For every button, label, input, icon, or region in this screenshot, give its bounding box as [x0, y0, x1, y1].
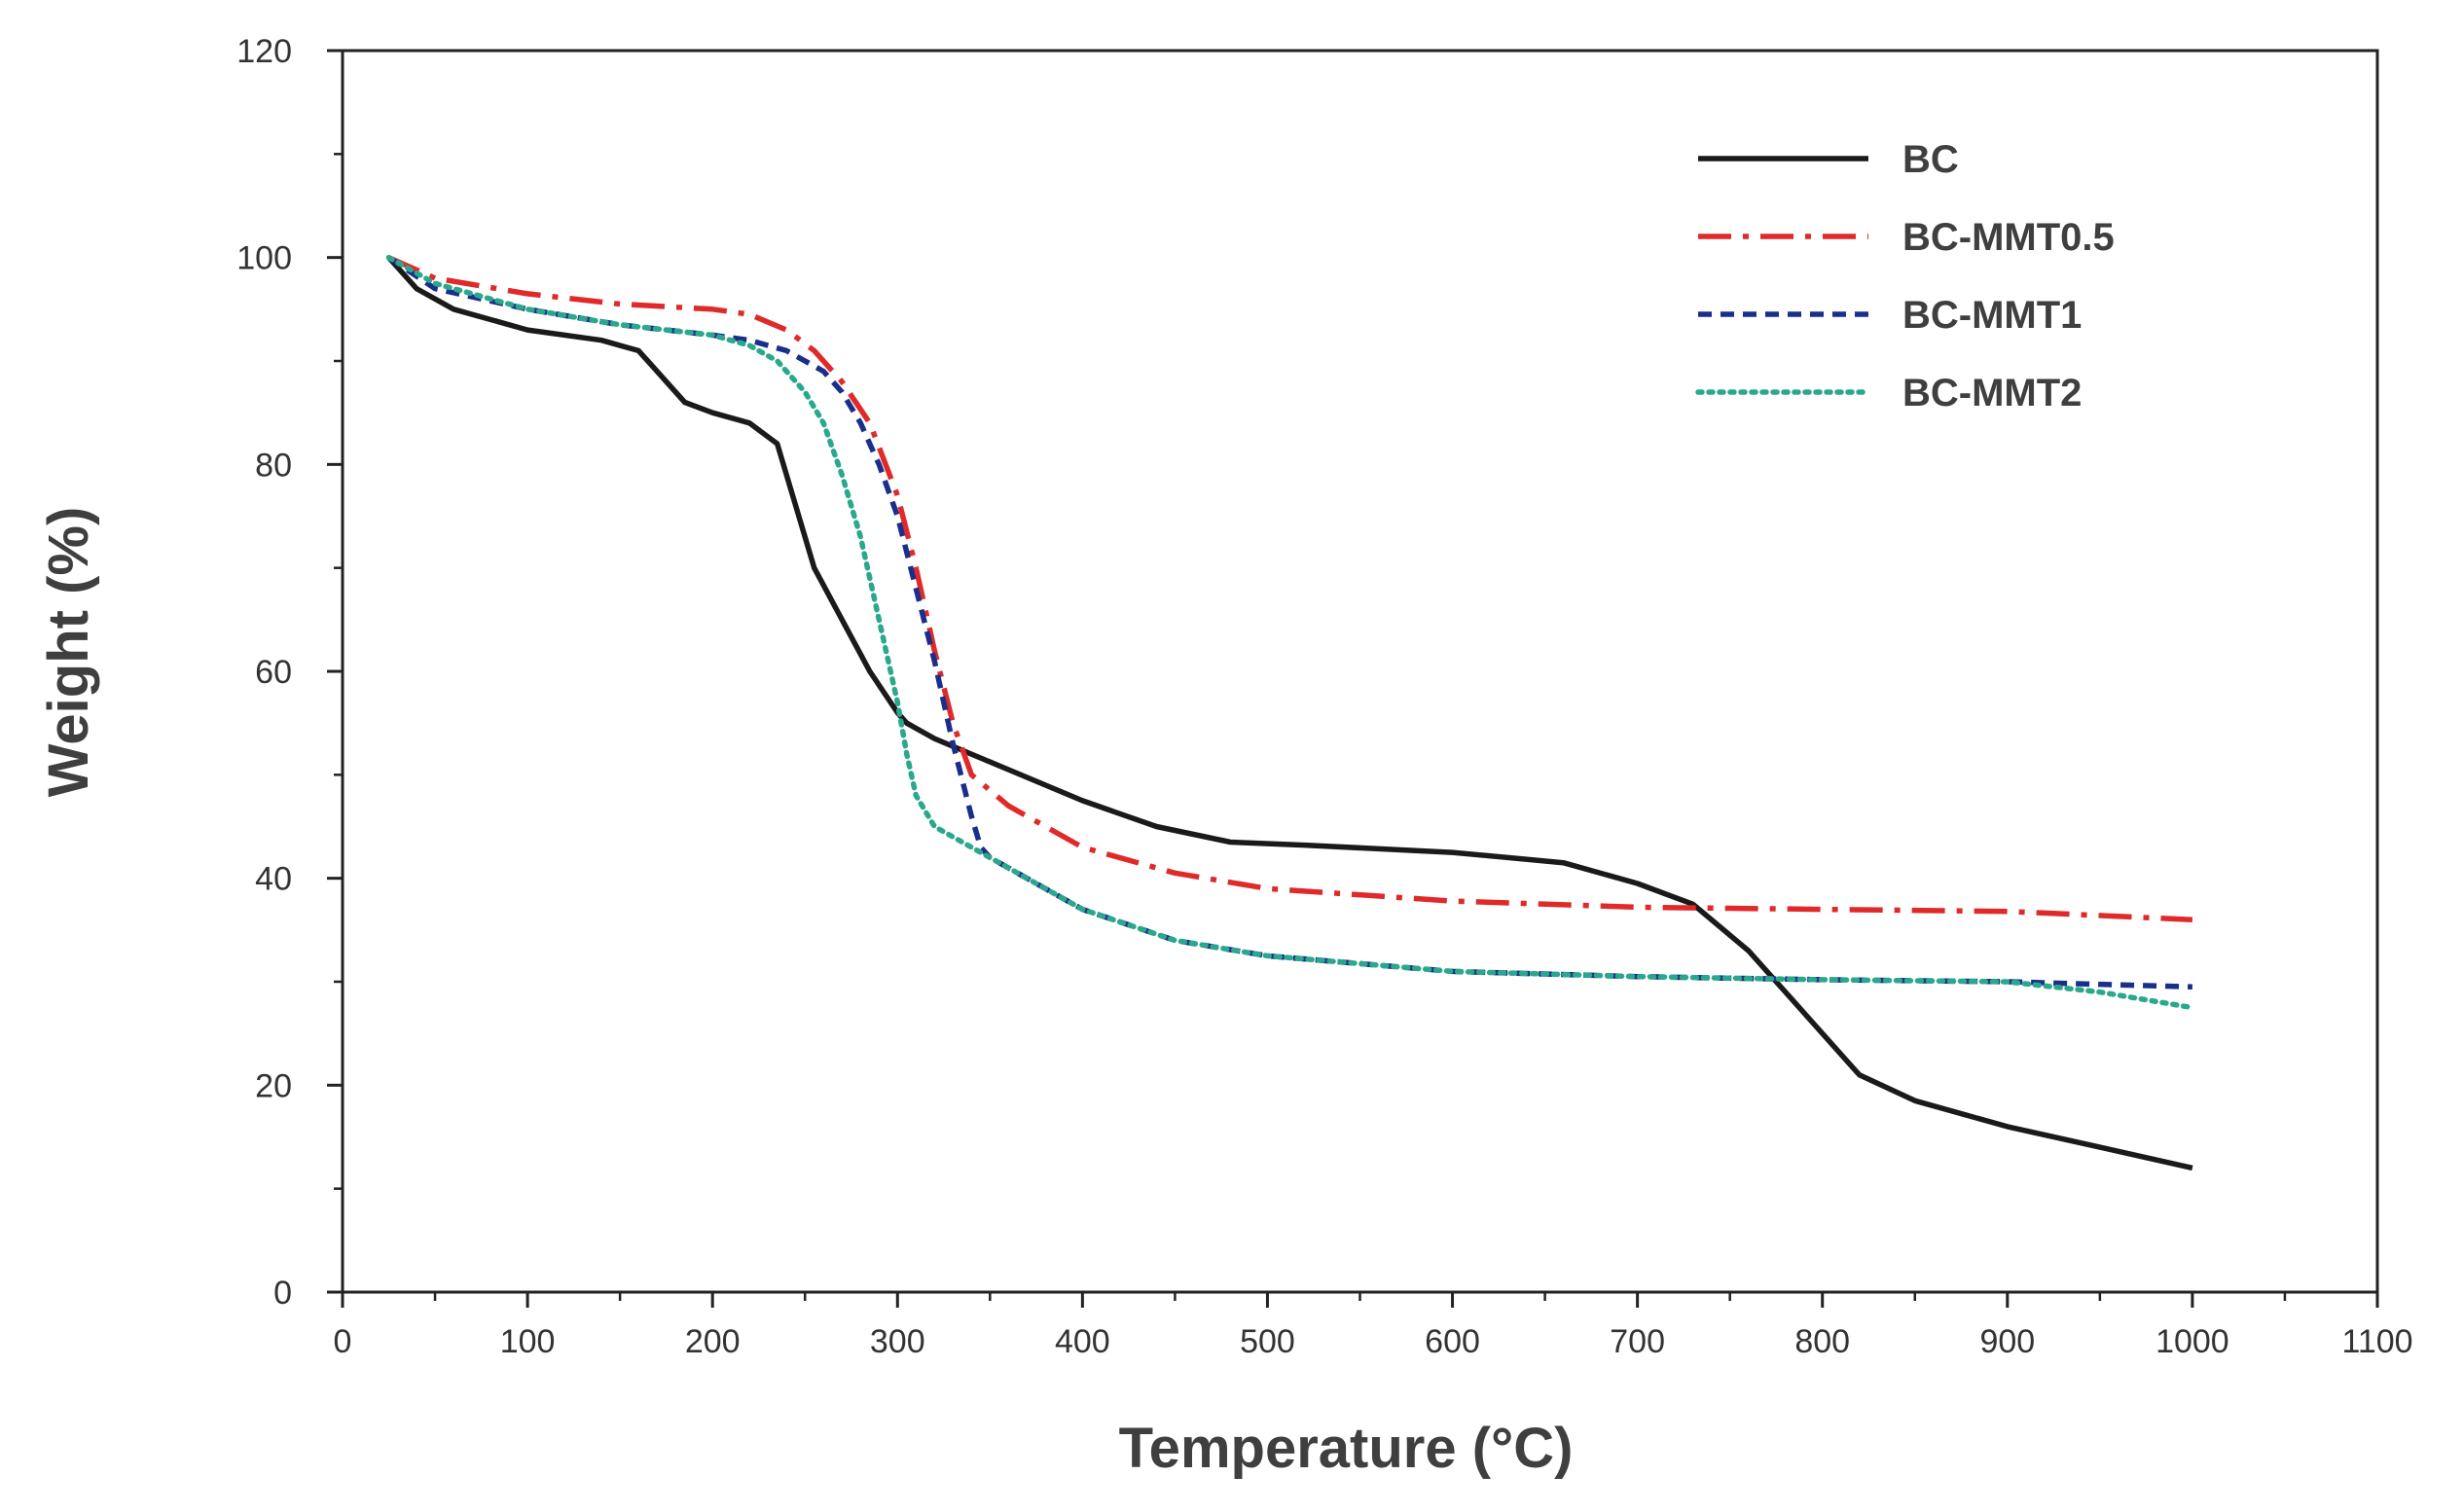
y-tick-label: 20 [255, 1067, 292, 1104]
x-tick-label: 1100 [2341, 1323, 2412, 1360]
x-tick-label: 200 [685, 1323, 741, 1360]
x-tick-label: 700 [1610, 1323, 1665, 1360]
y-axis-title: Weight (%) [37, 507, 100, 798]
y-tick-label: 80 [255, 447, 292, 484]
y-tick-label: 120 [236, 33, 292, 70]
x-tick-label: 800 [1794, 1323, 1850, 1360]
y-tick-label: 100 [236, 240, 292, 277]
x-tick-label: 1000 [2155, 1323, 2229, 1360]
legend-label: BC-MMT2 [1902, 372, 2082, 414]
series-line-bc-mmt2 [385, 254, 2195, 1011]
legend-label: BC-MMT1 [1902, 294, 2082, 337]
x-tick-label: 400 [1055, 1323, 1110, 1360]
legend-label: BC-MMT0.5 [1902, 216, 2115, 259]
x-tick-label: 100 [500, 1323, 556, 1360]
x-tick-label: 900 [1979, 1323, 2035, 1360]
y-tick-label: 40 [255, 861, 292, 898]
x-axis-title: Temperature (°C) [1119, 1417, 1574, 1480]
series-line-bc-mmt0-5 [387, 255, 2193, 922]
y-tick-label: 60 [255, 654, 292, 691]
x-tick-label: 0 [334, 1323, 352, 1360]
x-tick-label: 300 [870, 1323, 925, 1360]
x-tick-label: 500 [1240, 1323, 1295, 1360]
legend-label: BC [1902, 138, 1959, 181]
y-tick-label: 0 [273, 1275, 292, 1312]
x-tick-label: 600 [1425, 1323, 1480, 1360]
